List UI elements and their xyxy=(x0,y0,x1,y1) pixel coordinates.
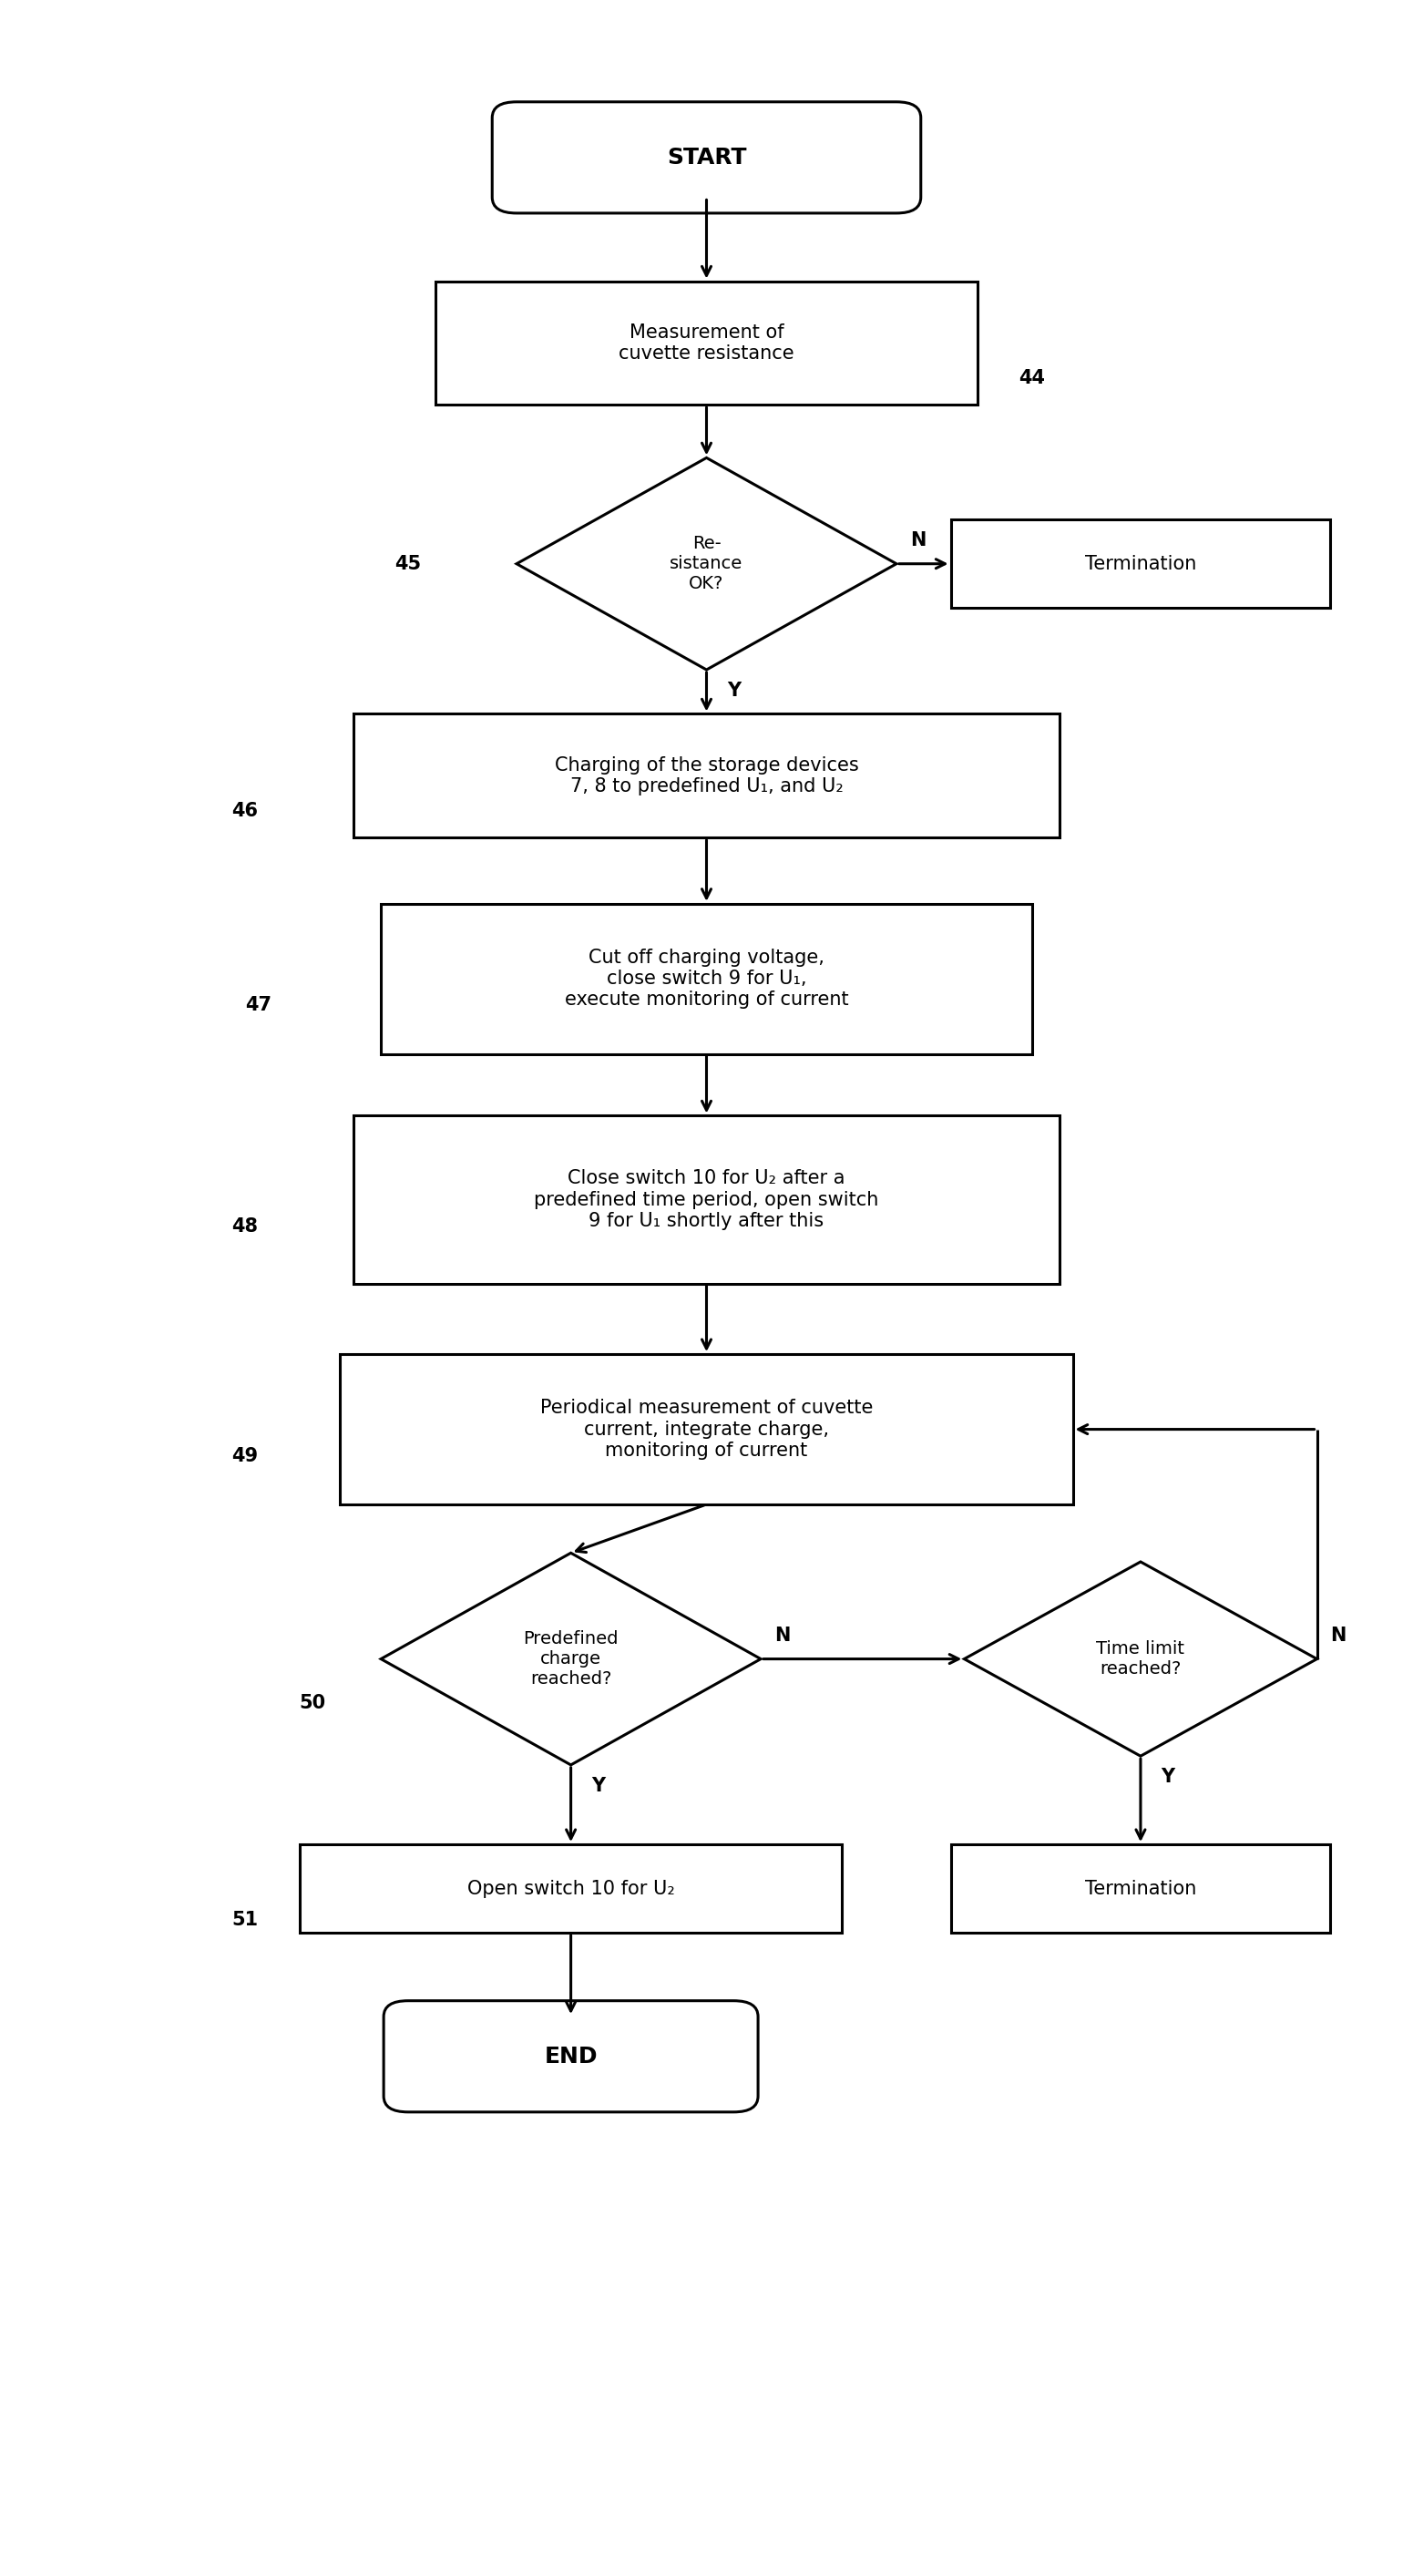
Text: Periodical measurement of cuvette
current, integrate charge,
monitoring of curre: Periodical measurement of cuvette curren… xyxy=(540,1399,873,1461)
Bar xyxy=(300,1844,842,1932)
FancyBboxPatch shape xyxy=(384,2002,757,2112)
Text: 48: 48 xyxy=(232,1216,259,1236)
Polygon shape xyxy=(964,1561,1317,1757)
Text: N: N xyxy=(1331,1625,1347,1646)
Polygon shape xyxy=(382,1553,760,1765)
Text: Time limit
reached?: Time limit reached? xyxy=(1096,1641,1184,1677)
Text: 46: 46 xyxy=(232,801,259,819)
Text: Cut off charging voltage,
close switch 9 for U₁,
execute monitoring of current: Cut off charging voltage, close switch 9… xyxy=(565,948,848,1010)
Text: 51: 51 xyxy=(232,1911,259,1929)
Bar xyxy=(353,714,1060,837)
Bar xyxy=(951,520,1331,608)
Text: 47: 47 xyxy=(246,997,271,1015)
Text: 44: 44 xyxy=(1019,368,1044,386)
FancyBboxPatch shape xyxy=(492,103,921,214)
Text: END: END xyxy=(544,2045,598,2069)
Bar xyxy=(382,904,1031,1054)
Text: 45: 45 xyxy=(394,554,421,572)
Text: Measurement of
cuvette resistance: Measurement of cuvette resistance xyxy=(619,325,794,363)
Bar xyxy=(435,281,978,404)
Polygon shape xyxy=(517,459,896,670)
Text: Open switch 10 for U₂: Open switch 10 for U₂ xyxy=(468,1880,674,1899)
Bar xyxy=(353,1115,1060,1283)
Text: Y: Y xyxy=(1161,1767,1174,1785)
Text: N: N xyxy=(774,1625,790,1646)
Text: 49: 49 xyxy=(232,1448,259,1466)
Text: Y: Y xyxy=(726,683,740,701)
Text: START: START xyxy=(667,147,746,167)
Text: Re-
sistance
OK?: Re- sistance OK? xyxy=(670,536,743,592)
Text: Y: Y xyxy=(591,1777,605,1795)
Text: Termination: Termination xyxy=(1085,554,1197,572)
Text: Predefined
charge
reached?: Predefined charge reached? xyxy=(523,1631,619,1687)
Bar xyxy=(341,1355,1072,1504)
Text: Charging of the storage devices
7, 8 to predefined U₁, and U₂: Charging of the storage devices 7, 8 to … xyxy=(554,757,859,796)
Text: Termination: Termination xyxy=(1085,1880,1197,1899)
Text: 50: 50 xyxy=(300,1695,326,1713)
Bar xyxy=(951,1844,1331,1932)
Text: N: N xyxy=(910,531,926,549)
Text: Close switch 10 for U₂ after a
predefined time period, open switch
9 for U₁ shor: Close switch 10 for U₂ after a predefine… xyxy=(534,1170,879,1229)
